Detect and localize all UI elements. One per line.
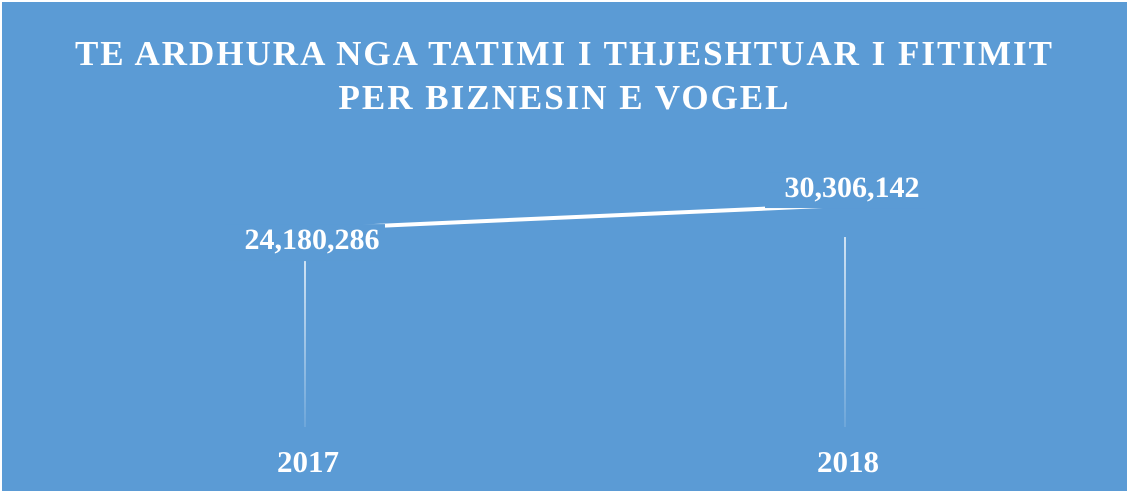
label-bg: [765, 172, 925, 209]
chart-title: TE ARDHURA NGA TATIMI I THJESHTUAR I FIT…: [74, 34, 1055, 117]
x-tick-label: 2017: [277, 444, 339, 479]
data-label: 30,306,142: [785, 171, 920, 204]
x-tick-label: 2018: [817, 444, 879, 479]
drop-line: [304, 261, 306, 427]
drop-line: [844, 237, 846, 427]
label-bg: [225, 224, 385, 261]
line: [304, 203, 846, 232]
data-label: 24,180,286: [245, 223, 380, 256]
